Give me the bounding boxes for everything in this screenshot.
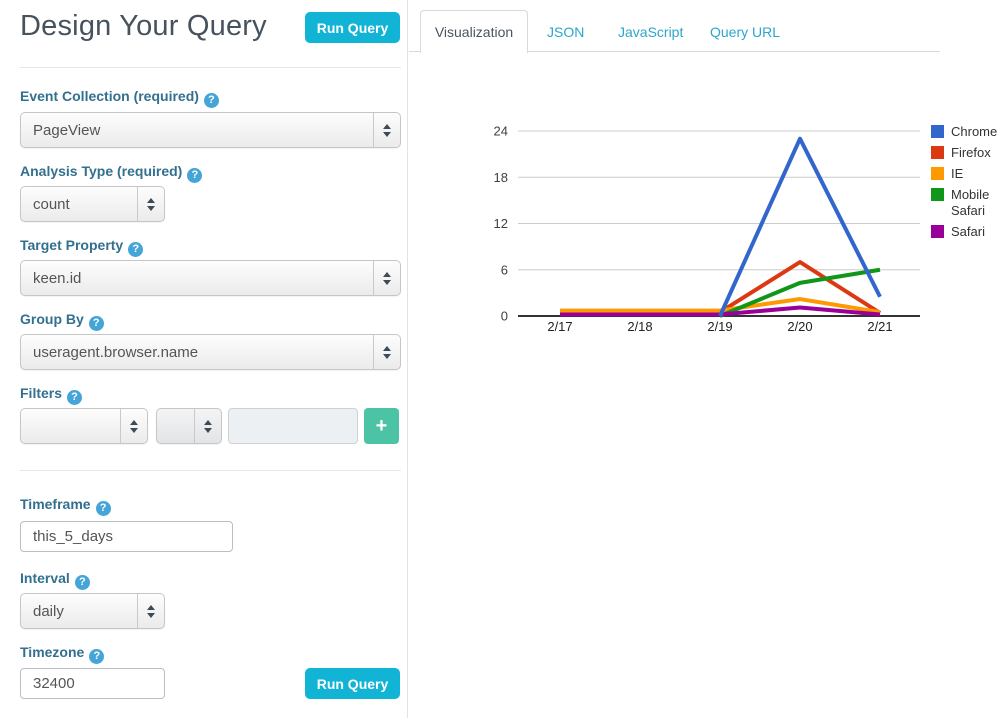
legend-swatch-icon: [931, 146, 944, 159]
legend-item: IE: [931, 166, 1007, 182]
x-axis-tick-label: 2/19: [707, 319, 732, 334]
y-axis-tick-label: 0: [501, 309, 508, 324]
event-collection-label: Event Collection (required)?: [20, 88, 219, 108]
help-icon[interactable]: ?: [67, 389, 83, 405]
filters-label: Filters?: [20, 385, 83, 405]
help-icon[interactable]: ?: [187, 167, 203, 183]
group-by-label-text: Group By: [20, 311, 84, 327]
group-by-label: Group By?: [20, 311, 104, 331]
target-property-label: Target Property?: [20, 237, 144, 257]
filters-label-text: Filters: [20, 385, 63, 401]
help-icon[interactable]: ?: [95, 500, 111, 516]
help-icon[interactable]: ?: [74, 574, 90, 590]
select-spinner-icon: [194, 409, 221, 443]
y-axis-tick-label: 12: [494, 216, 508, 231]
legend-label: IE: [951, 166, 964, 181]
timeframe-label: Timeframe?: [20, 496, 111, 516]
interval-select[interactable]: daily: [20, 593, 165, 629]
legend-swatch-icon: [931, 188, 944, 201]
timeframe-input[interactable]: [20, 521, 233, 552]
analysis-type-select[interactable]: count: [20, 186, 165, 222]
interval-label: Interval?: [20, 570, 90, 590]
legend-label: Chrome: [951, 124, 998, 139]
tab-json[interactable]: JSON: [547, 24, 585, 40]
select-spinner-icon: [373, 261, 400, 295]
y-axis-tick-label: 6: [501, 262, 508, 277]
filter-property-select[interactable]: [20, 408, 148, 444]
tab-visualization[interactable]: Visualization: [420, 10, 528, 53]
select-spinner-icon: [120, 409, 147, 443]
event-collection-select[interactable]: PageView: [20, 112, 401, 148]
legend-swatch-icon: [931, 225, 944, 238]
analysis-type-label-text: Analysis Type (required): [20, 163, 183, 179]
legend-item: Firefox: [931, 145, 1007, 161]
legend-swatch-icon: [931, 125, 944, 138]
select-spinner-icon: [137, 594, 164, 628]
help-icon[interactable]: ?: [88, 315, 104, 331]
select-spinner-icon: [137, 187, 164, 221]
tab-query-url[interactable]: Query URL: [710, 24, 781, 40]
legend-label: Safari: [951, 224, 985, 239]
tab-bar-underline: [409, 51, 940, 52]
group-by-value: useragent.browser.name: [33, 344, 199, 361]
interval-value: daily: [33, 603, 64, 620]
target-property-value: keen.id: [33, 270, 82, 287]
help-icon[interactable]: ?: [128, 241, 144, 257]
event-collection-label-text: Event Collection (required): [20, 88, 199, 104]
legend-label: Firefox: [951, 145, 991, 160]
interval-label-text: Interval: [20, 570, 70, 586]
help-icon[interactable]: ?: [89, 648, 105, 664]
line-chart: 0 6 12 18 24 2/17 2/18 2/19 2/20 2/21: [494, 124, 920, 334]
group-by-select[interactable]: useragent.browser.name: [20, 334, 401, 370]
filter-operator-select[interactable]: [156, 408, 222, 444]
timeframe-label-text: Timeframe: [20, 496, 91, 512]
legend-item: Chrome: [931, 124, 1007, 140]
filter-value-input[interactable]: [228, 408, 358, 444]
run-query-button-bottom[interactable]: Run Query: [305, 668, 400, 699]
divider: [20, 67, 401, 68]
page-title: Design Your Query: [20, 10, 267, 42]
legend-swatch-icon: [931, 167, 944, 180]
tab-visualization-label: Visualization: [434, 24, 514, 40]
chart-legend: Chrome Firefox IE Mobile Safari Safari: [931, 124, 1007, 245]
analysis-type-value: count: [33, 196, 70, 213]
add-filter-button[interactable]: +: [364, 408, 399, 444]
timezone-label: Timezone?: [20, 644, 105, 664]
help-icon[interactable]: ?: [203, 92, 219, 108]
tab-javascript[interactable]: JavaScript: [618, 24, 684, 40]
timezone-input[interactable]: [20, 668, 165, 699]
legend-label: Mobile Safari: [951, 187, 990, 218]
series-line-mobile-safari: [719, 267, 881, 318]
x-axis-tick-label: 2/20: [787, 319, 812, 334]
analysis-type-label: Analysis Type (required)?: [20, 163, 203, 183]
series-line-chrome: [718, 136, 882, 317]
x-axis-tick-label: 2/17: [547, 319, 572, 334]
query-builder-panel: Design Your Query Run Query Event Collec…: [0, 0, 408, 718]
series-line-ie: [560, 297, 881, 315]
timezone-label-text: Timezone: [20, 644, 85, 660]
divider: [20, 470, 401, 471]
target-property-label-text: Target Property: [20, 237, 124, 253]
legend-item: Mobile Safari: [931, 187, 1007, 219]
run-query-button-top[interactable]: Run Query: [305, 12, 400, 43]
select-spinner-icon: [373, 335, 400, 369]
legend-item: Safari: [931, 224, 1007, 240]
x-axis-tick-label: 2/18: [627, 319, 652, 334]
select-spinner-icon: [373, 113, 400, 147]
y-axis-tick-label: 18: [494, 170, 508, 185]
x-axis-tick-label: 2/21: [867, 319, 892, 334]
target-property-select[interactable]: keen.id: [20, 260, 401, 296]
y-axis-tick-label: 24: [494, 124, 508, 139]
event-collection-value: PageView: [33, 122, 101, 139]
